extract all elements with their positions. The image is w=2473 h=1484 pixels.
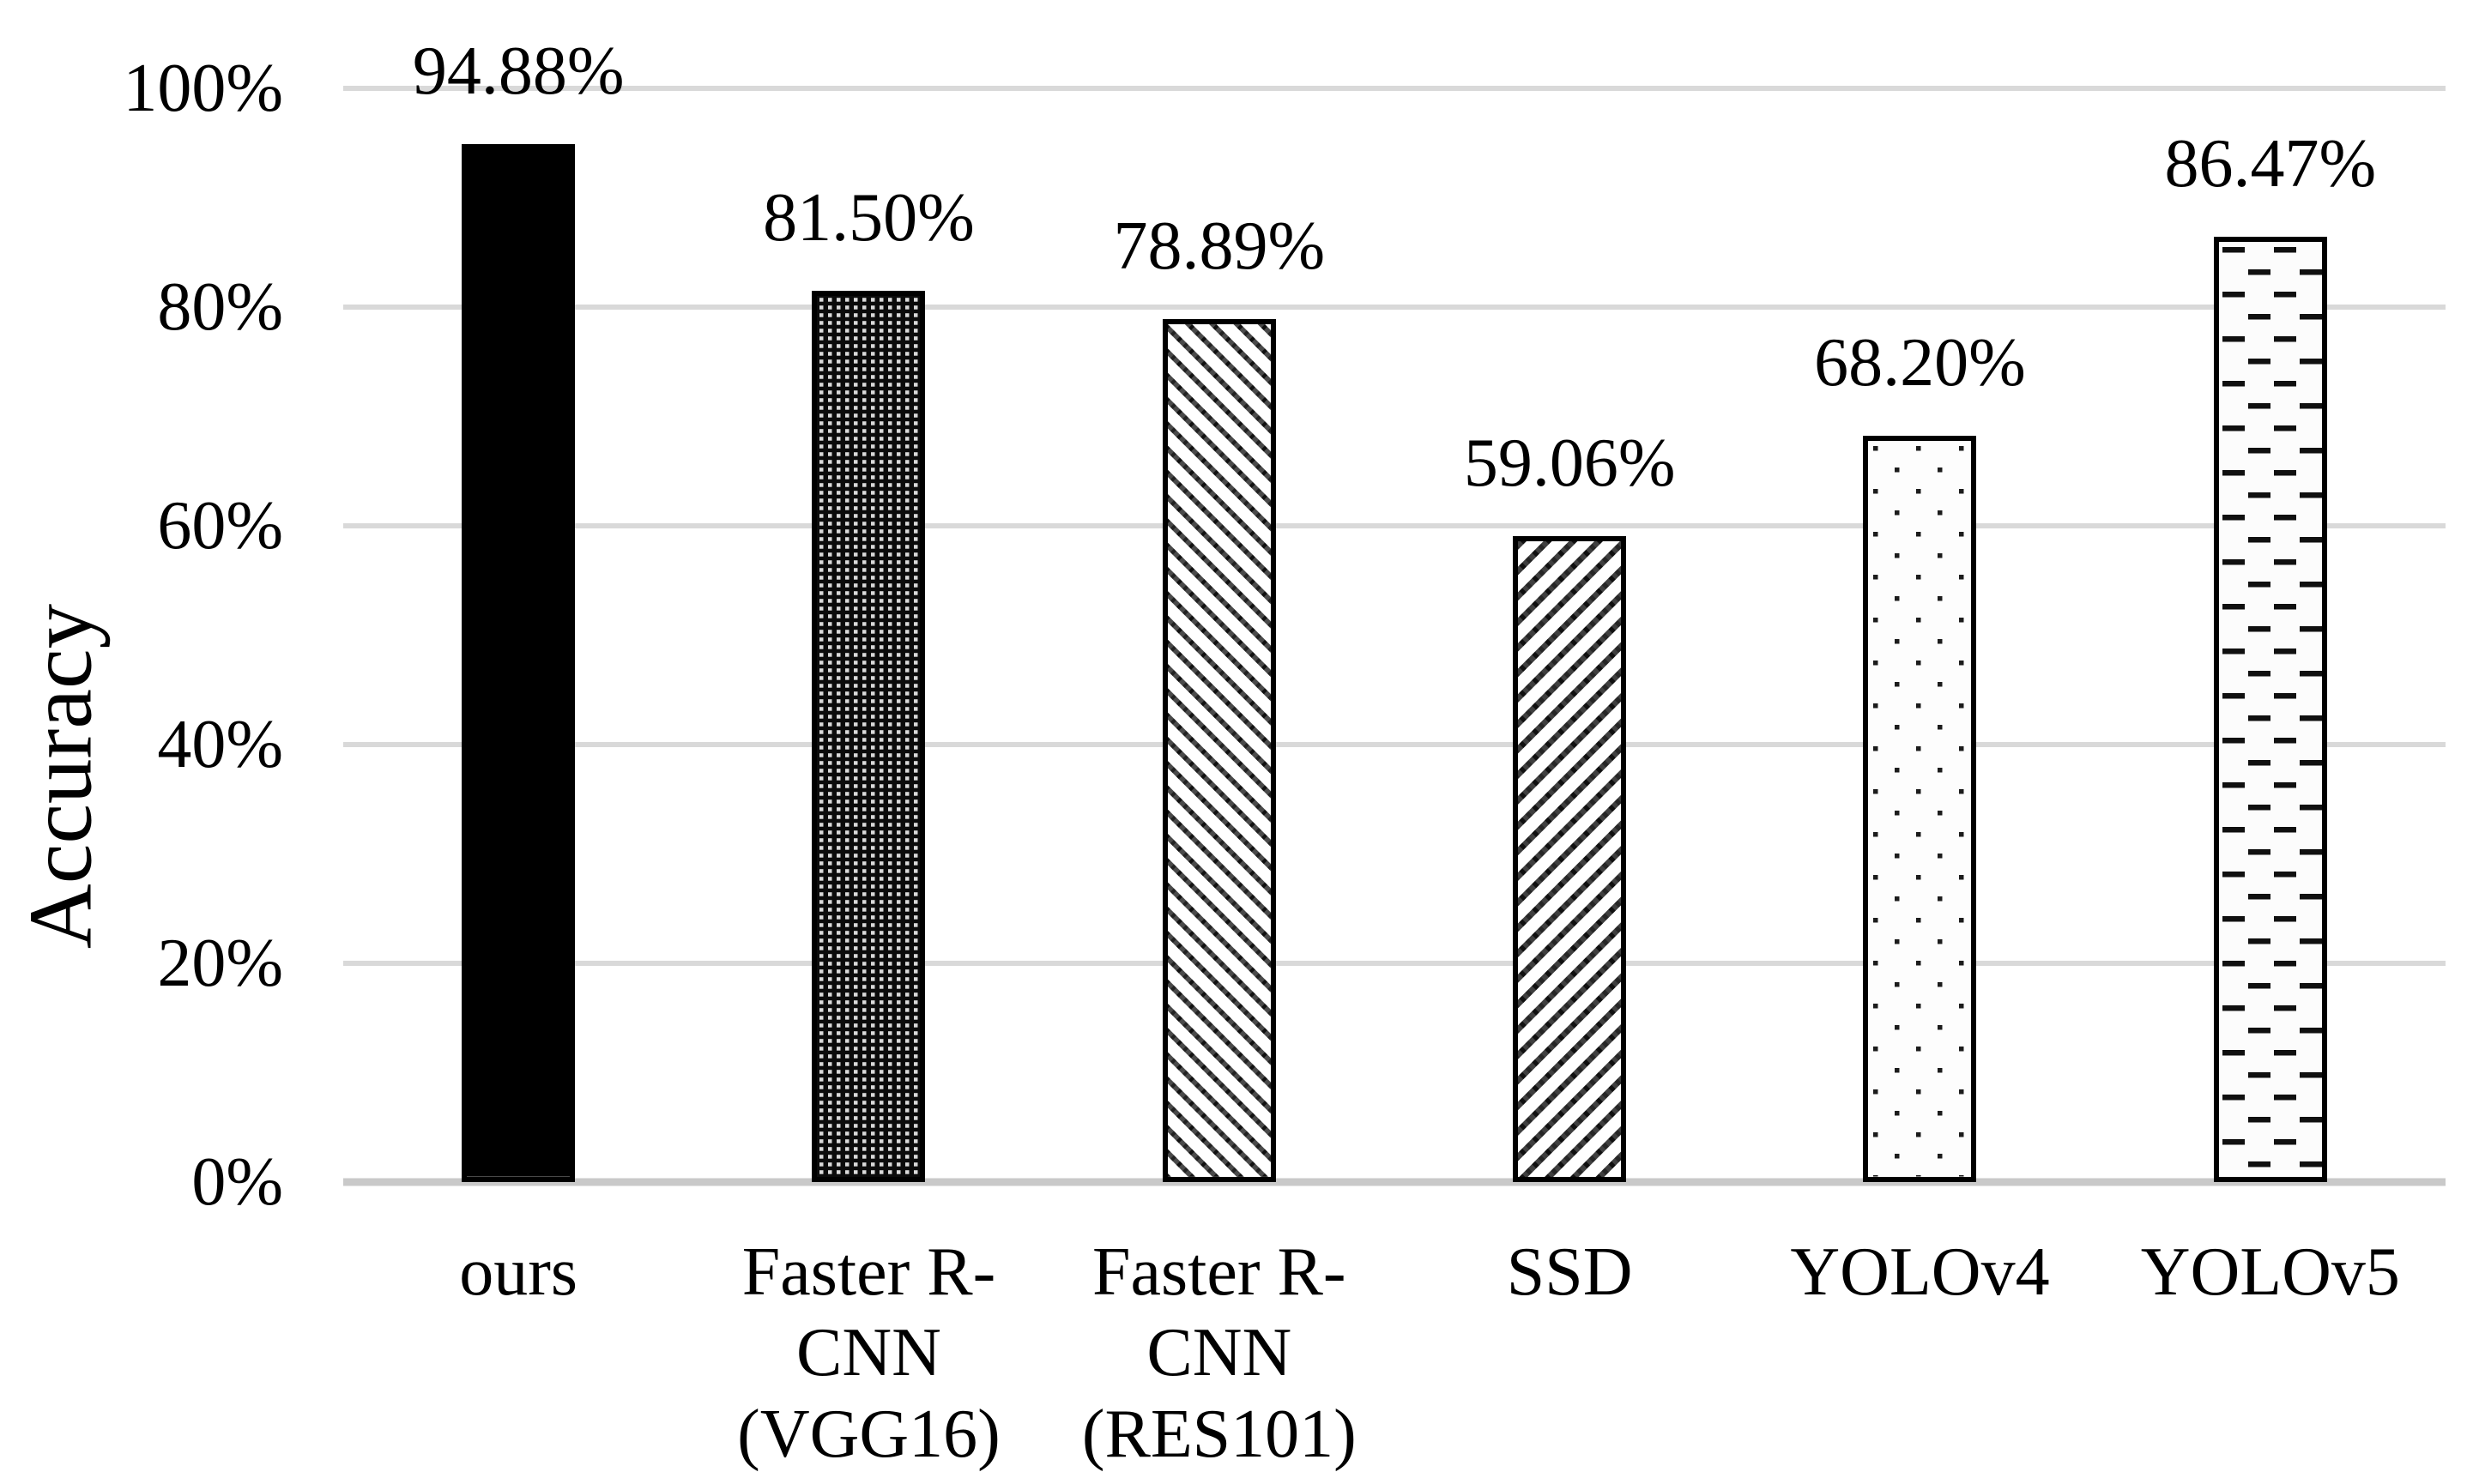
bar-fill-pattern xyxy=(467,149,571,1177)
gridline xyxy=(343,742,2446,747)
bar-fill-pattern xyxy=(817,295,921,1177)
bar-value-label: 78.89% xyxy=(1113,208,1326,285)
bar xyxy=(1162,319,1276,1182)
bar-column: 86.47% YOLOv5 xyxy=(2095,88,2446,1310)
bar-value-label: 94.88% xyxy=(412,33,625,110)
bar-value-label: 81.50% xyxy=(763,179,975,256)
bar-column: 94.88% ours xyxy=(343,37,693,1310)
bar-value-label: 59.06% xyxy=(1463,425,1676,501)
bar-column: 68.20% YOLOv4 xyxy=(1744,88,2095,1310)
plot-area: 94.88% ours 81.50% Faster R- CNN (VGG16) 78.… xyxy=(343,37,2446,1472)
bar-fill-pattern xyxy=(2218,241,2322,1177)
bar-value-label: 68.20% xyxy=(1814,325,2026,401)
bar-fill-pattern xyxy=(1868,441,1972,1177)
bar-value-label: 86.47% xyxy=(2164,125,2377,202)
y-tick-label: 60% xyxy=(157,488,283,564)
y-tick-label: 80% xyxy=(157,269,283,345)
gridline xyxy=(343,961,2446,966)
x-axis-line xyxy=(343,1178,2446,1186)
x-category-label: SSD xyxy=(1506,1234,1633,1310)
bar-column: 81.50% Faster R- CNN (VGG16) xyxy=(693,88,1043,1472)
x-category-label: YOLOv4 xyxy=(1790,1234,2050,1310)
bar xyxy=(462,144,576,1182)
gridline xyxy=(343,305,2446,310)
x-category-label: YOLOv5 xyxy=(2140,1234,2400,1310)
bar xyxy=(2213,236,2327,1182)
gridline xyxy=(343,86,2446,91)
y-tick-label: 40% xyxy=(157,707,283,782)
bar xyxy=(1863,436,1977,1182)
bar xyxy=(812,290,926,1182)
x-category-label: ours xyxy=(459,1234,578,1310)
y-tick-label: 100% xyxy=(123,51,283,126)
x-category-label: Faster R- CNN (VGG16) xyxy=(737,1234,1001,1472)
bar-fill-pattern xyxy=(1518,541,1622,1177)
y-tick-label: 20% xyxy=(157,926,283,1001)
bar xyxy=(1513,536,1627,1182)
bar-fill-pattern xyxy=(1167,324,1271,1177)
gridline xyxy=(343,523,2446,528)
x-category-label: Faster R- CNN (RES101) xyxy=(1081,1234,1357,1472)
bar-column: 78.89% Faster R- CNN (RES101) xyxy=(1044,88,1394,1472)
bar-column: 59.06% SSD xyxy=(1394,88,1744,1310)
y-tick-label: 0% xyxy=(191,1144,283,1220)
